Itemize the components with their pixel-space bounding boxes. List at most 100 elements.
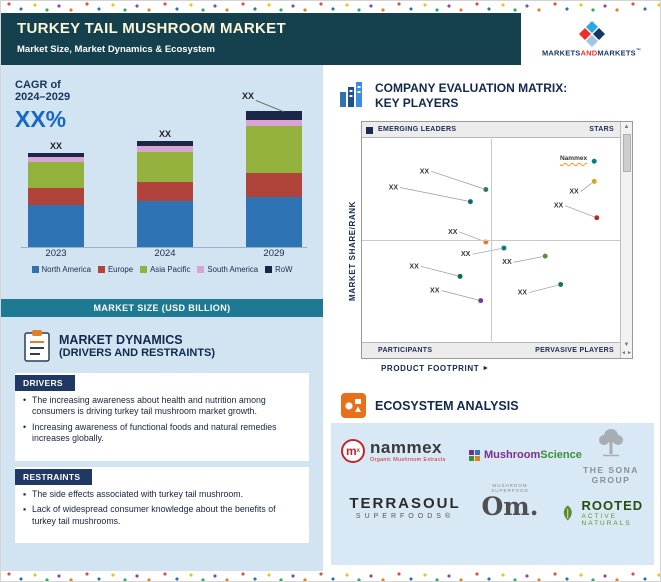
quadrant-label-stars: STARS bbox=[589, 126, 614, 133]
bullet-text: The side effects associated with turkey … bbox=[32, 489, 244, 499]
nammex-icon-sup: x bbox=[356, 448, 360, 454]
bullet-text: Increasing awareness of functional foods… bbox=[32, 421, 277, 444]
scroll-down-icon[interactable]: ▼ bbox=[623, 342, 630, 348]
brand-name: MARKETSANDMARKETS™ bbox=[542, 48, 641, 58]
logo-sona-group: THE SONA GROUP bbox=[567, 427, 655, 485]
quadrant-label-pervasive-players: PERVASIVE PLAYERS bbox=[535, 347, 614, 354]
bar-segment-asia-pacific bbox=[137, 152, 193, 182]
om-arc-text: MUSHROOM SUPERFOOD bbox=[491, 483, 529, 493]
bar-segment-row bbox=[28, 153, 84, 157]
matrix-top-strip: EMERGING LEADERS STARS bbox=[362, 122, 620, 138]
bar-2029: XX 2029 bbox=[242, 91, 303, 261]
bullet-marker: • bbox=[23, 395, 27, 405]
bar-segment-north-america bbox=[246, 197, 302, 247]
stacked-bar-chart: XX 2023 XX 2024 XX 2029 bbox=[27, 91, 303, 261]
restraints-list: ▪ The side effects associated with turkey… bbox=[15, 485, 309, 535]
bar-stack bbox=[137, 141, 193, 247]
rooted-sub: ACTIVE NATURALS bbox=[581, 513, 632, 527]
leaf-icon bbox=[563, 505, 572, 521]
svg-text:XX: XX bbox=[554, 203, 564, 210]
bar-category-label: 2023 bbox=[45, 248, 67, 259]
nammex-name: nammex bbox=[370, 438, 442, 457]
legend-item: Europe bbox=[97, 265, 133, 274]
evaluation-matrix-icon bbox=[340, 82, 362, 107]
legend-item: North America bbox=[31, 265, 91, 274]
matrix-highlight-nammex: Nammex bbox=[559, 155, 588, 163]
bar-segment-row bbox=[246, 111, 302, 120]
rooted-name: ROOTED bbox=[581, 498, 644, 513]
x-axis-label-text: PRODUCT FOOTPRINT bbox=[381, 364, 480, 373]
drivers-list: • The increasing awareness about health a… bbox=[15, 391, 309, 453]
legend-label: North America bbox=[41, 265, 91, 274]
header-band: TURKEY TAIL MUSHROOM MARKET Market Size,… bbox=[1, 13, 521, 65]
legend-label: Asia Pacific bbox=[150, 265, 191, 274]
legend-item: Asia Pacific bbox=[140, 265, 190, 274]
bullet-marker: • bbox=[23, 421, 27, 432]
sona-group-name: THE SONA GROUP bbox=[583, 465, 639, 485]
bullet-item: • Increasing awareness of functional food… bbox=[23, 422, 299, 445]
evaluation-matrix-heading-line1: COMPANY EVALUATION MATRIX: bbox=[375, 81, 568, 95]
bullet-text: Lack of widespread consumer knowledge ab… bbox=[32, 504, 276, 526]
legend-swatch bbox=[265, 266, 273, 273]
bullet-item: ▪ Lack of widespread consumer knowledge a… bbox=[23, 504, 299, 527]
bar-segment-south-america bbox=[137, 146, 193, 152]
nammex-icon-letter: m bbox=[345, 444, 357, 458]
legend-swatch bbox=[140, 266, 148, 273]
terrasoul-name: TERRASOUL bbox=[349, 495, 461, 512]
confetti-strip-bottom bbox=[1, 571, 660, 581]
ecosystem-panel bbox=[331, 423, 654, 565]
scroll-thumb[interactable] bbox=[622, 134, 631, 172]
evaluation-matrix-chart: EMERGING LEADERS STARS XX XX XX XX XX XX XX XX X… bbox=[361, 121, 633, 359]
bullet-text: The increasing awareness about health an… bbox=[32, 395, 266, 417]
matrix-horizontal-divider bbox=[362, 240, 620, 241]
scroll-up-icon[interactable]: ▲ bbox=[623, 124, 630, 130]
mushroom-science-name-a: Mushroom bbox=[484, 449, 541, 461]
ecosystem-icon bbox=[341, 393, 366, 418]
matrix-scrollbar[interactable]: ▲ ▼ ◄ ► bbox=[620, 122, 632, 358]
bar-segment-south-america bbox=[246, 120, 302, 126]
bar-2023: XX 2023 bbox=[27, 141, 85, 261]
matrix-points-layer: XX XX XX XX XX XX XX XX XX XX bbox=[389, 158, 600, 304]
legend-swatch bbox=[197, 266, 205, 273]
drivers-chip: DRIVERS bbox=[15, 375, 75, 391]
x-axis-arrow-icon: ► bbox=[482, 365, 490, 372]
quadrant-label-participants: PARTICIPANTS bbox=[378, 347, 433, 354]
market-size-caption: MARKET SIZE (USD BILLION) bbox=[1, 299, 323, 317]
bar-stack bbox=[246, 111, 302, 247]
bar-segment-europe bbox=[28, 188, 84, 205]
terrasoul-sub: SUPERFOODS® bbox=[355, 513, 455, 520]
y-axis-label: MARKET SHARE/RANK bbox=[348, 201, 357, 301]
om-name: Om. bbox=[481, 492, 539, 521]
brand-part1: MARKETS bbox=[541, 48, 581, 58]
market-dynamics-heading-line2: (DRIVERS AND RESTRAINTS) bbox=[59, 347, 216, 359]
mushroom-science-icon bbox=[469, 449, 480, 461]
legend-item: South America bbox=[197, 265, 258, 274]
clipboard-icon bbox=[24, 330, 50, 362]
brand-diamond-icon bbox=[578, 20, 605, 47]
bar-segment-row bbox=[137, 141, 193, 146]
svg-text:XX: XX bbox=[389, 185, 399, 192]
quadrant-grid-icon bbox=[366, 126, 373, 134]
page-title: TURKEY TAIL MUSHROOM MARKET bbox=[17, 20, 286, 37]
svg-text:XX: XX bbox=[518, 290, 528, 297]
market-dynamics-heading-line1: MARKET DYNAMICS bbox=[59, 333, 183, 347]
restraints-chip: RESTRAINTS bbox=[15, 469, 93, 485]
cagr-period: 2024–2029 bbox=[15, 91, 71, 103]
scroll-right-icon[interactable]: ► bbox=[627, 350, 632, 356]
cagr-block: CAGR of 2024–2029 XX% bbox=[15, 79, 70, 133]
bullet-item: ▪ The side effects associated with turkey… bbox=[23, 489, 299, 500]
market-dynamics-heading: MARKET DYNAMICS (DRIVERS AND RESTRAINTS) bbox=[59, 333, 215, 359]
scroll-corner[interactable]: ◄ ► bbox=[621, 350, 632, 358]
x-axis-label: PRODUCT FOOTPRINT ► bbox=[381, 364, 490, 373]
legend-label: RoW bbox=[275, 265, 293, 274]
cagr-value: XX% bbox=[15, 106, 67, 132]
scroll-left-icon[interactable]: ◄ bbox=[621, 350, 626, 356]
bar-stack bbox=[28, 153, 84, 247]
brand-part2: AND bbox=[580, 48, 598, 58]
brand-part3: MARKETS bbox=[597, 48, 636, 58]
bar-segment-europe bbox=[137, 182, 193, 201]
legend-swatch bbox=[97, 266, 105, 273]
bar-2024: XX 2024 bbox=[136, 129, 194, 261]
bar-segment-asia-pacific bbox=[28, 162, 84, 188]
